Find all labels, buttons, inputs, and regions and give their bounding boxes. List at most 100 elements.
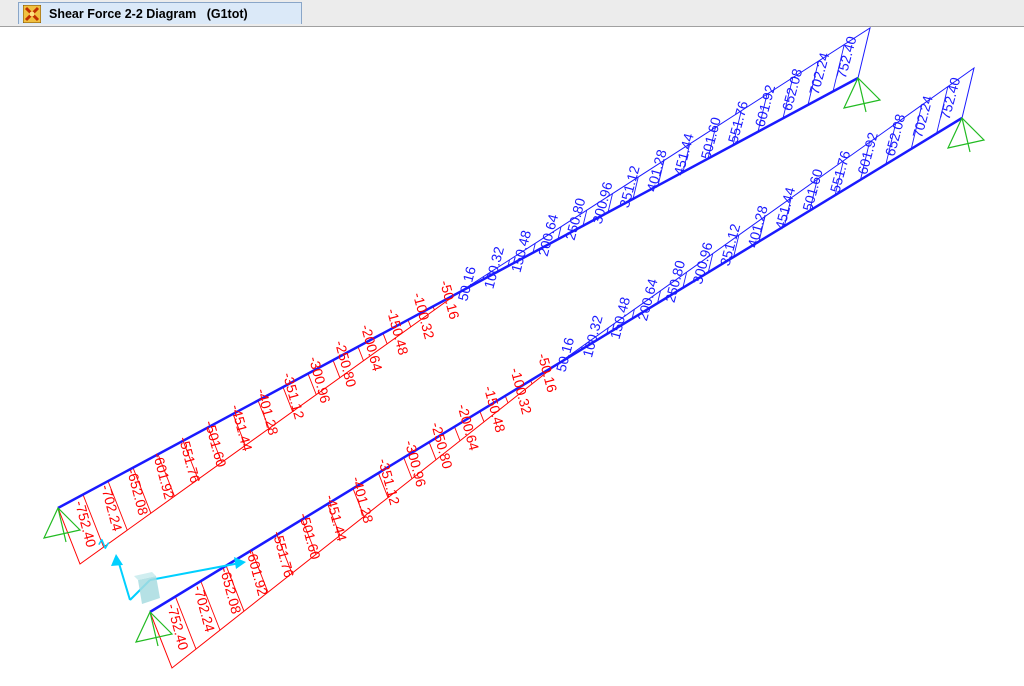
left-beam-negative-label: -451.44 — [228, 403, 256, 453]
right-beam-negative-hatch — [301, 519, 317, 555]
left-beam-negative-label: -401.28 — [254, 387, 282, 437]
right-beam-positive-label: 200.64 — [634, 277, 661, 323]
left-beam-negative-hatch — [107, 480, 128, 531]
right-beam-negative-label: -200.64 — [455, 402, 483, 452]
left-beam-positive-hatch — [582, 210, 588, 226]
left-beam-positive-hatch — [732, 110, 742, 146]
right-beam-positive-label: 652.08 — [882, 112, 909, 158]
axis-x-line — [149, 562, 241, 581]
right-beam-negative-hatch — [377, 472, 389, 498]
right-beam-negative-label: -652.08 — [217, 566, 245, 616]
right-beam-negative-hatch — [251, 550, 269, 593]
left-beam-negative-label: -652.08 — [124, 467, 152, 517]
left-beam-negative-hatch — [232, 413, 246, 446]
right-beam-negative-hatch — [352, 488, 365, 517]
left-end-support-icon — [842, 76, 882, 109]
left-start-support-icon — [42, 506, 82, 539]
right-beam-negative-label: -551.76 — [270, 529, 298, 579]
left-start-support-icon — [57, 507, 67, 543]
left-beam-negative-label: -601.92 — [150, 451, 178, 501]
right-beam-positive-hatch — [682, 272, 688, 288]
tab-title: Shear Force 2-2 Diagram (G1tot) — [49, 6, 248, 21]
left-beam-negative-hatch — [382, 333, 388, 344]
left-beam-negative-hatch — [207, 427, 223, 463]
global-axes: Z — [95, 537, 246, 604]
left-beam-positive-label: 150.48 — [508, 228, 535, 274]
right-beam-positive-label: 752.40 — [937, 75, 964, 121]
right-beam-negative-hatch — [200, 580, 221, 631]
left-beam-positive-hatch — [557, 226, 562, 240]
right-beam-positive-label: 501.60 — [799, 167, 826, 213]
right-end-support-icon — [946, 116, 986, 149]
tab-shear-force-diagram[interactable]: Shear Force 2-2 Diagram (G1tot) — [18, 2, 302, 24]
left-beam-positive-label: 501.60 — [697, 115, 724, 161]
left-beam-positive-label: 752.40 — [833, 34, 860, 80]
right-beam-positive-hatch — [910, 105, 923, 149]
right-beam-negative-hatch — [327, 503, 341, 536]
left-beam-positive-label: 652.08 — [779, 67, 806, 113]
right-beam-negative-hatch — [276, 534, 293, 574]
right-beam-positive-hatch — [783, 197, 792, 227]
right-beam-negative-label: -601.92 — [243, 547, 271, 597]
left-beam-negative-label: -351.12 — [280, 371, 308, 421]
right-beam-negative-hatch — [174, 596, 197, 650]
right-start-support-icon — [149, 611, 159, 647]
right-beam-negative-hatch — [428, 442, 437, 460]
right-start-support-icon — [134, 610, 174, 643]
left-beam-positive-outline — [457, 27, 871, 294]
axis-z-arrow-icon — [111, 554, 123, 566]
right-beam-negative-label: -351.12 — [375, 457, 403, 507]
axis-origin-cube-top — [134, 572, 156, 580]
left-beam-negative-hatch — [182, 440, 199, 480]
right-beam-negative-hatch — [225, 565, 245, 612]
left-beam-negative-hatch — [332, 360, 341, 378]
left-beam-negative-label: -250.80 — [332, 339, 360, 389]
axis-z-label: Z — [95, 537, 112, 551]
right-beam-positive-label: 351.12 — [717, 222, 744, 268]
right-beam-line — [149, 116, 963, 614]
right-beam-positive-hatch — [809, 179, 818, 211]
left-beam-positive-hatch — [832, 44, 845, 92]
left-beam-negative-label: -551.76 — [176, 435, 204, 485]
left-beam-positive-hatch — [632, 176, 639, 200]
left-beam-line — [57, 76, 859, 510]
right-beam-positive-hatch — [707, 253, 714, 273]
left-end-support-icon — [857, 77, 867, 113]
left-beam-positive-hatch — [682, 143, 691, 173]
left-beam-negative-hatch — [82, 494, 105, 548]
left-beam-positive-label: 200.64 — [535, 212, 562, 258]
right-beam-positive-outline — [555, 66, 975, 366]
right-beam-negative-hatch — [403, 457, 413, 479]
right-beam-negative-outline — [149, 364, 557, 669]
left-beam-negative-hatch — [307, 373, 317, 395]
right-beam-negative-label: -702.24 — [190, 584, 218, 634]
left-beam-positive-hatch — [757, 94, 768, 132]
left-beam-positive-label: 401.28 — [643, 148, 670, 194]
right-beam-negative-hatch — [454, 426, 461, 441]
right-beam-positive-hatch — [885, 123, 897, 165]
right-beam-positive-hatch — [657, 290, 661, 304]
left-beam-negative-outline — [57, 292, 459, 565]
left-beam-positive-hatch — [782, 77, 794, 119]
document-tab-bar: Shear Force 2-2 Diagram (G1tot) — [0, 0, 1024, 27]
left-beam-positive-hatch — [807, 61, 819, 105]
right-beam-positive-label: 150.48 — [607, 295, 634, 341]
right-beam-positive-label: 401.28 — [744, 204, 771, 250]
right-beam-negative-label: -501.60 — [296, 511, 324, 561]
left-beam-negative-label: -501.60 — [202, 419, 230, 469]
left-beam-positive-hatch — [707, 127, 716, 159]
left-beam-negative-hatch — [132, 467, 152, 514]
right-beam-negative-label: -401.28 — [349, 475, 377, 525]
axis-origin-cube — [138, 576, 160, 604]
shear-force-diagram-viewport[interactable]: -752.40-702.24-652.08-601.92-551.76-501.… — [0, 27, 1024, 686]
left-beam-negative-label: -702.24 — [98, 483, 126, 533]
left-beam-negative-hatch — [282, 386, 294, 412]
left-beam-positive-hatch — [607, 193, 613, 213]
left-beam-positive-hatch — [657, 160, 665, 186]
right-beam-negative-hatch — [479, 411, 485, 422]
right-beam-positive-label: 300.96 — [689, 240, 716, 286]
left-beam-negative-hatch — [157, 454, 175, 497]
right-beam-positive-label: 702.24 — [909, 94, 936, 140]
left-beam-negative-hatch — [357, 346, 364, 361]
right-beam-positive-hatch — [860, 142, 870, 180]
